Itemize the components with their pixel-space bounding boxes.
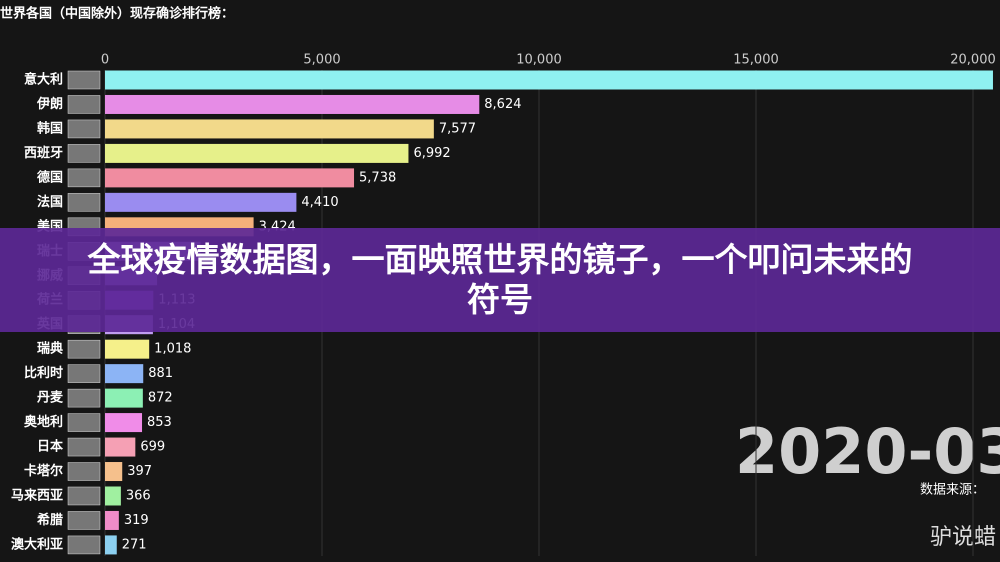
value-label: 366 xyxy=(126,488,151,503)
category-label: 马来西亚 xyxy=(11,487,63,503)
source-label: 数据来源： xyxy=(920,483,985,498)
value-label: 853 xyxy=(147,415,172,430)
bar xyxy=(105,364,144,384)
flag xyxy=(67,70,101,90)
category-label: 意大利 xyxy=(24,72,63,88)
x-tick-label: 0 xyxy=(101,53,109,68)
x-tick-label: 15,000 xyxy=(733,53,779,68)
value-label: 8,624 xyxy=(484,97,521,112)
value-label: 5,738 xyxy=(359,170,396,185)
value-label: 6,992 xyxy=(413,146,450,161)
flag xyxy=(67,168,101,188)
bar xyxy=(105,143,409,163)
flag xyxy=(67,535,101,555)
bar xyxy=(105,413,143,433)
category-label: 西班牙 xyxy=(24,145,63,161)
bar xyxy=(105,168,355,188)
date-label: 2020-03-1 xyxy=(735,415,1000,488)
flag xyxy=(67,364,101,383)
category-label: 卡塔尔 xyxy=(24,463,63,479)
value-label: 699 xyxy=(140,440,165,455)
value-label: 872 xyxy=(148,391,173,406)
bar xyxy=(105,192,297,212)
flag xyxy=(67,462,101,481)
flag xyxy=(67,388,101,408)
bar xyxy=(105,119,434,139)
bar xyxy=(105,510,119,530)
bar xyxy=(105,486,121,506)
flag xyxy=(67,413,101,432)
category-label: 德国 xyxy=(37,169,63,185)
bar xyxy=(105,437,136,457)
category-label: 法国 xyxy=(37,194,63,210)
value-label: 397 xyxy=(127,464,152,479)
flag xyxy=(67,486,101,506)
bar xyxy=(105,535,117,555)
bar xyxy=(105,70,993,90)
category-label: 伊朗 xyxy=(36,96,63,112)
value-label: 319 xyxy=(124,513,149,528)
banner-text: 全球疫情数据图，一面映照世界的镜子，一个叩问未来的符号 xyxy=(87,240,913,319)
category-label: 日本 xyxy=(37,439,63,455)
value-label: 7,577 xyxy=(439,121,476,136)
bar xyxy=(105,462,123,482)
flag xyxy=(67,119,101,139)
category-label: 澳大利亚 xyxy=(11,536,63,552)
flag xyxy=(67,144,101,163)
flag xyxy=(67,437,101,457)
flag xyxy=(67,339,101,359)
banner: 全球疫情数据图，一面映照世界的镜子，一个叩问未来的符号 xyxy=(0,228,1000,332)
flag xyxy=(67,95,101,114)
bar xyxy=(105,388,143,408)
category-label: 奥地利 xyxy=(24,414,63,430)
chart-title: 世界各国（中国除外）现存确诊排行榜： xyxy=(0,6,234,22)
x-tick-label: 20,000 xyxy=(950,53,996,68)
category-label: 瑞典 xyxy=(37,341,63,357)
bar xyxy=(105,94,480,114)
x-tick-label: 5,000 xyxy=(303,53,340,68)
value-label: 1,018 xyxy=(154,342,191,357)
category-label: 比利时 xyxy=(24,365,63,381)
bar xyxy=(105,339,150,359)
value-label: 4,410 xyxy=(301,195,338,210)
category-label: 丹麦 xyxy=(37,390,64,406)
value-label: 881 xyxy=(148,366,173,381)
value-label: 271 xyxy=(122,537,147,552)
category-label: 希腊 xyxy=(37,512,63,528)
x-tick-label: 10,000 xyxy=(516,53,562,68)
watermark: 驴说蜡 xyxy=(930,525,996,550)
category-label: 韩国 xyxy=(37,120,63,136)
flag xyxy=(67,193,101,212)
flag xyxy=(67,511,101,530)
